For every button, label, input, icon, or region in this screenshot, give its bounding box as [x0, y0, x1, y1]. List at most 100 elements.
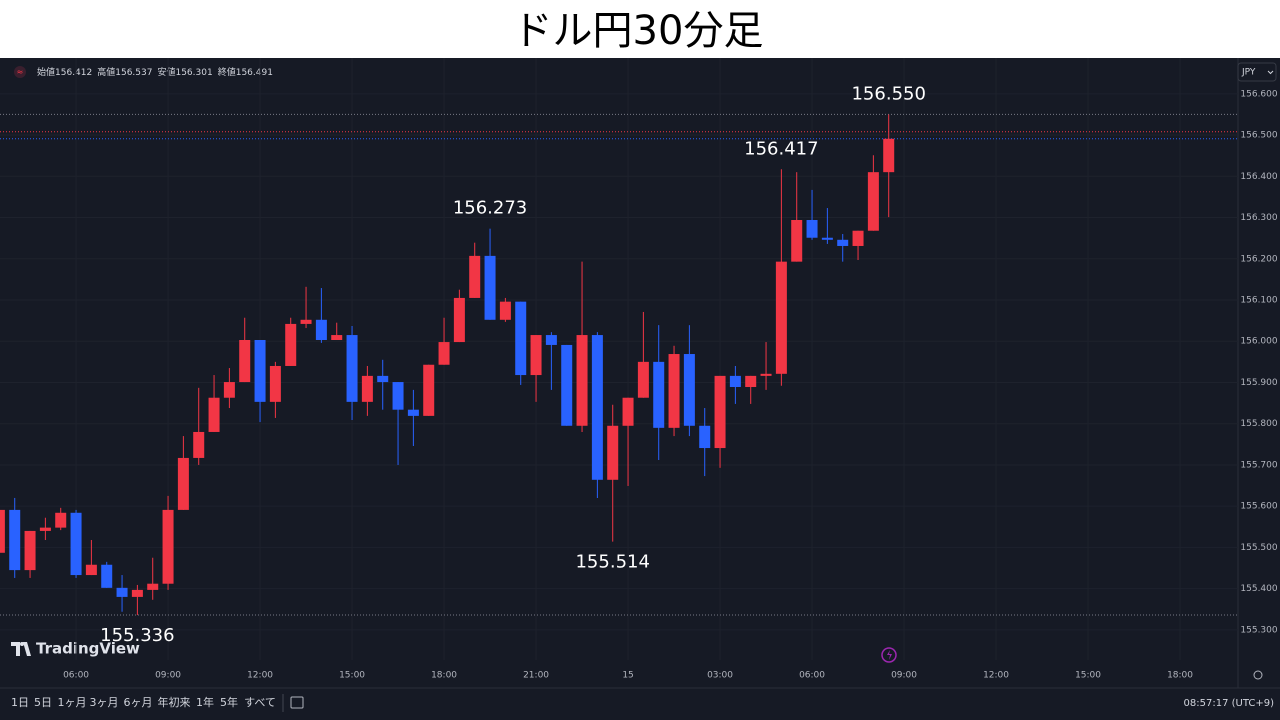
y-tick-label: 156.600 — [1240, 89, 1277, 99]
candle-body — [131, 589, 143, 597]
candle-body — [315, 319, 327, 340]
range-button[interactable]: すべて — [244, 696, 276, 709]
extreme-label: 155.336 — [100, 625, 174, 646]
range-button[interactable]: 5日 — [34, 696, 52, 709]
labels: 156.600 156.500 156.400 156.300 156.200 156.1… — [63, 83, 1278, 680]
candle-body — [867, 172, 879, 231]
candle-body — [668, 354, 680, 428]
x-tick-label: 18:00 — [1167, 671, 1193, 681]
candle-body — [806, 220, 818, 238]
extreme-label: 155.514 — [575, 552, 649, 573]
candle-body — [637, 361, 649, 398]
candle-body — [469, 255, 481, 298]
currency-caret — [1267, 70, 1274, 75]
candle-body — [484, 255, 496, 320]
calendar-icon[interactable] — [290, 696, 304, 709]
candle-body — [821, 237, 833, 240]
y-tick-label: 156.200 — [1240, 254, 1277, 264]
symbol-icon — [14, 66, 26, 78]
extreme-label: 156.273 — [453, 198, 527, 219]
range-button[interactable]: 5年 — [220, 695, 238, 709]
candles — [0, 114, 895, 616]
candle-body — [162, 509, 174, 584]
candle-body — [9, 509, 21, 571]
candle-body — [269, 365, 281, 402]
candle-body — [561, 344, 573, 426]
y-tick-label: 155.600 — [1240, 502, 1277, 512]
event-icon[interactable] — [881, 647, 897, 663]
x-tick-label: 09:00 — [891, 671, 917, 681]
x-tick-label: 15:00 — [339, 671, 365, 681]
currency-label[interactable]: JPY — [1241, 68, 1256, 78]
currency-select[interactable] — [1237, 62, 1277, 82]
candle-body — [70, 512, 82, 576]
candle-body — [331, 335, 343, 340]
symbol-icon-glyph: ≈ — [17, 68, 24, 77]
candle-body — [285, 323, 297, 366]
y-tick-label: 156.100 — [1240, 296, 1277, 306]
ohlc-value: 156.301 — [175, 68, 212, 78]
y-tick-label: 155.500 — [1240, 543, 1277, 553]
candle-body — [515, 301, 527, 376]
x-tick-label: 09:00 — [155, 671, 181, 681]
candle-body — [208, 397, 220, 432]
event-bolt — [887, 650, 892, 660]
ohlc-value: 156.491 — [236, 68, 273, 78]
candle-body — [852, 230, 864, 246]
candle-body — [453, 297, 465, 343]
candle-body — [116, 587, 128, 597]
brand-name: TradingView — [36, 640, 140, 658]
candle-body — [300, 319, 312, 324]
chart-title: ドル円30分足 — [513, 8, 764, 54]
y-tick-label: 155.400 — [1240, 584, 1277, 594]
candle-body — [423, 364, 435, 416]
range-button[interactable]: 1年 — [196, 695, 214, 709]
candle-body — [147, 583, 159, 590]
ohlc-label: 始値 — [37, 66, 55, 78]
candle-body — [683, 354, 695, 426]
candle-body — [607, 425, 619, 480]
x-tick-label: 12:00 — [983, 671, 1009, 681]
candle-body — [0, 509, 5, 553]
x-tick-label: 06:00 — [63, 671, 89, 681]
brand-logo: TradingView — [11, 640, 140, 658]
candle-body — [729, 375, 741, 388]
candle-body — [85, 564, 97, 576]
extreme-label: 156.417 — [744, 138, 818, 159]
candle-body — [775, 261, 787, 374]
x-tick-label: 21:00 — [523, 671, 549, 681]
candle-body — [760, 373, 772, 376]
ohlc-value: 156.537 — [115, 68, 152, 78]
candle-body — [254, 340, 266, 402]
candle-body — [699, 425, 711, 449]
y-tick-label: 155.800 — [1240, 419, 1277, 429]
candle-body — [361, 375, 373, 402]
candle-body — [653, 361, 665, 428]
candle-body — [791, 220, 803, 262]
ohlc-text: 始値156.412 高値156.537 安値156.301 終値156.491 — [37, 66, 273, 78]
range-button[interactable]: 3ヶ月 — [90, 696, 119, 709]
candle-body — [346, 335, 358, 402]
candle-body — [545, 335, 557, 345]
brand-dot — [20, 642, 24, 646]
candle-body — [407, 409, 419, 416]
range-button[interactable]: 年初来 — [158, 695, 191, 709]
x-tick-label: 06:00 — [799, 671, 825, 681]
range-button[interactable]: 1ヶ月 — [58, 696, 87, 709]
candle-body — [837, 239, 849, 246]
candle-body — [530, 335, 542, 376]
range-button[interactable]: 6ヶ月 — [124, 696, 153, 709]
ohlc-legend: 始値156.412 高値156.537 安値156.301 終値156.491 — [37, 66, 273, 78]
clock: 08:57:17 (UTC+9) — [1184, 698, 1275, 709]
y-tick-label: 156.000 — [1240, 337, 1277, 347]
x-tick-label: 18:00 — [431, 671, 457, 681]
range-button[interactable]: 1日 — [11, 696, 29, 709]
brand-mark — [11, 642, 31, 656]
settings-icon[interactable] — [1253, 670, 1263, 680]
candle-body — [239, 340, 251, 383]
candle-body — [622, 397, 634, 426]
x-tick-label: 12:00 — [247, 671, 273, 681]
candle-body — [576, 335, 588, 426]
y-tick-label: 156.500 — [1240, 131, 1277, 141]
